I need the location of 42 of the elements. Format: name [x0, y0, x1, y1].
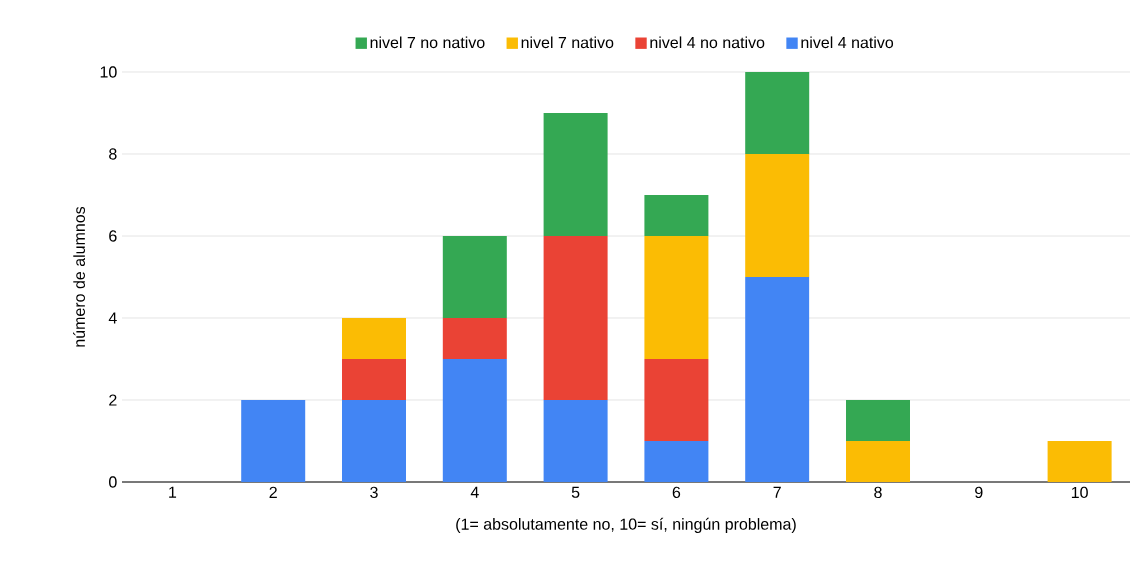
legend-label: nivel 4 nativo	[801, 36, 894, 49]
bar	[543, 236, 608, 400]
bar	[442, 318, 507, 359]
y-tick-label: 2	[109, 394, 117, 406]
y-tick-label: 8	[109, 148, 117, 160]
y-tick-label: 6	[109, 230, 117, 242]
bar	[342, 318, 406, 359]
bar	[846, 400, 911, 441]
legend-label: nivel 7 nativo	[521, 36, 614, 49]
bar	[1047, 441, 1112, 482]
x-tick-label: 2	[269, 486, 277, 498]
bar	[745, 277, 810, 482]
bar	[846, 441, 911, 482]
x-tick-label: 7	[773, 486, 781, 498]
bar	[342, 359, 406, 400]
bar	[543, 400, 608, 482]
legend-label: nivel 7 no nativo	[370, 36, 485, 49]
x-tick-label: 10	[1071, 486, 1088, 499]
x-tick-label: 3	[370, 486, 378, 499]
bar	[745, 154, 810, 277]
bar	[543, 113, 608, 236]
bar	[342, 400, 406, 482]
y-axis-title: número de alumnos	[73, 206, 85, 347]
bar	[442, 359, 507, 482]
x-tick-label: 9	[975, 486, 983, 499]
bar	[644, 359, 709, 441]
bar	[745, 72, 810, 154]
bar	[644, 195, 709, 236]
y-tick-label: 10	[100, 66, 117, 78]
x-tick-label: 1	[169, 486, 177, 498]
legend-label: nivel 4 no nativo	[650, 36, 765, 49]
y-tick-label: 0	[109, 476, 117, 488]
x-tick-label: 6	[672, 486, 681, 499]
x-tick-label: 8	[874, 486, 882, 499]
y-tick-label: 4	[108, 312, 117, 324]
x-tick-label: 4	[470, 486, 479, 498]
bar	[241, 400, 306, 482]
bar	[644, 236, 709, 359]
bar	[442, 236, 507, 318]
x-axis-title: (1= absolutamente no, 10= sí, ningún problema)	[456, 517, 796, 533]
bar	[644, 441, 709, 482]
x-tick-label: 5	[571, 486, 580, 498]
